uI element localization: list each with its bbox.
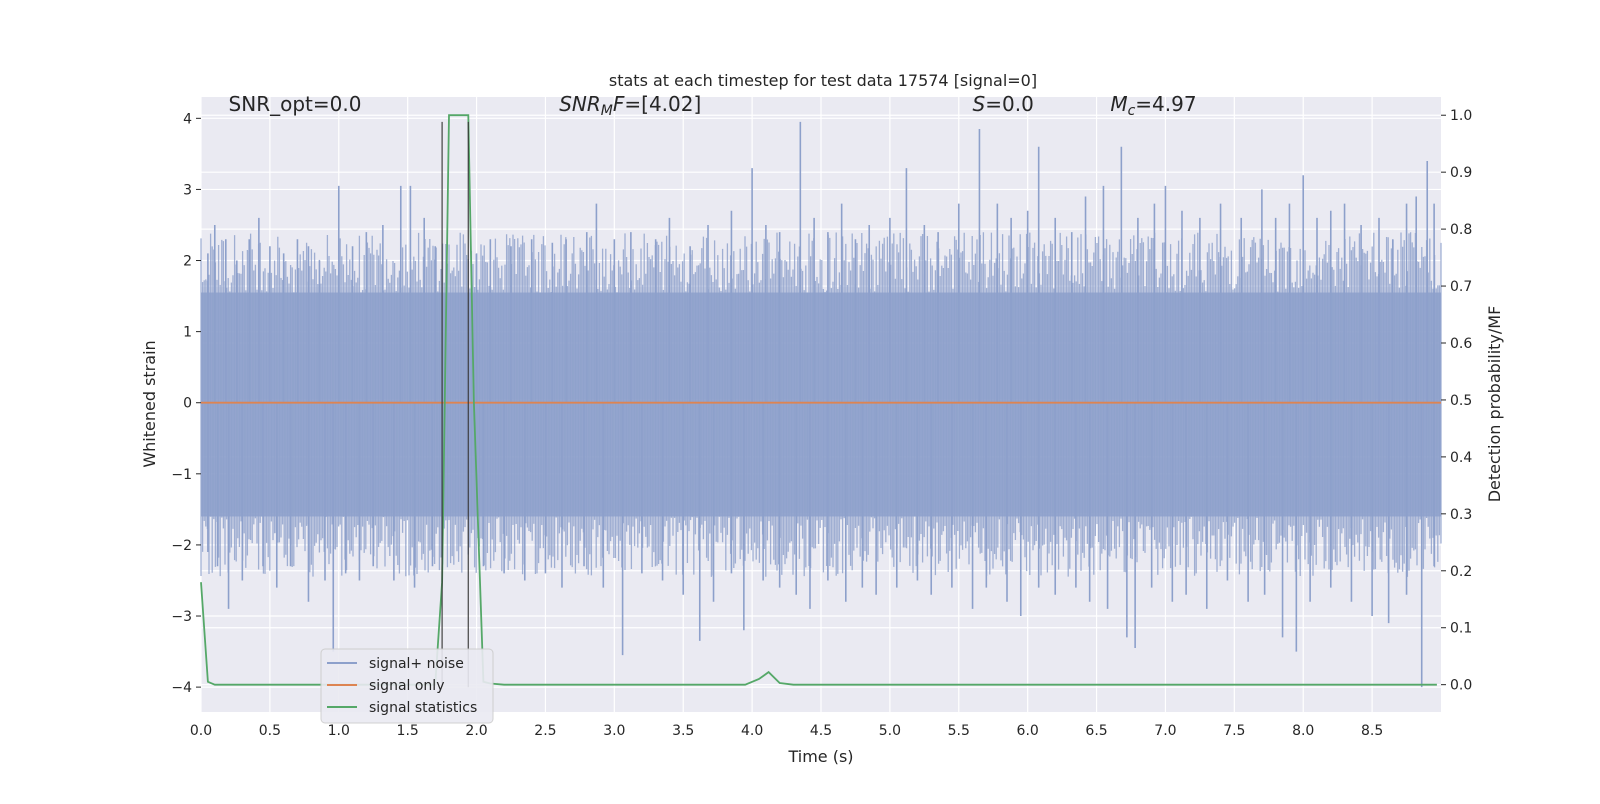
y-tick-label: 0 — [183, 396, 192, 412]
y2-axis-label: Detection probability/MF — [1485, 306, 1504, 503]
y-axis-label: Whitened strain — [140, 340, 159, 467]
annotation-snr-mf: SNRMF=[4.02] — [559, 92, 701, 119]
series-layer — [200, 114, 1442, 688]
y2-tick-label: 0.0 — [1450, 678, 1472, 694]
y-tick-label: −2 — [171, 538, 192, 554]
y-tick-label: 2 — [183, 254, 192, 270]
legend-label: signal only — [369, 678, 444, 694]
y2-tick-label: 1.0 — [1450, 108, 1472, 124]
x-tick-label: 6.5 — [1085, 723, 1107, 739]
x-tick-label: 6.0 — [1017, 723, 1039, 739]
y-tick-label: −3 — [171, 609, 192, 625]
legend-box — [320, 648, 494, 724]
annotations: SNR_opt=0.0 SNRMF=[4.02] S=0.0 Mc=4.97 — [229, 92, 1197, 119]
y2-tick-label: 0.9 — [1450, 165, 1472, 181]
x-tick-label: 3.0 — [603, 723, 625, 739]
legend: signal+ noise signal only signal statistic… — [320, 648, 494, 724]
y-axis-ticks: −4 −3 −2 −1 0 1 2 3 4 — [171, 111, 201, 696]
x-tick-label: 2.0 — [465, 723, 487, 739]
legend-label: signal statistics — [369, 700, 477, 716]
annotation-snr-opt: SNR_opt=0.0 — [229, 92, 362, 116]
y2-axis-ticks: 0.0 0.1 0.2 0.3 0.4 0.5 0.6 0.7 0.8 0.9 1.0 — [1441, 108, 1472, 694]
series-signal-statistics — [200, 114, 1437, 686]
vertical-markers — [441, 121, 469, 688]
x-tick-label: 0.0 — [190, 723, 212, 739]
x-tick-label: 5.0 — [879, 723, 901, 739]
x-tick-label: 4.5 — [810, 723, 832, 739]
x-axis-ticks: 0.0 0.5 1.0 1.5 2.0 2.5 3.0 3.5 4.0 4.5 5.0 5.5 6.0 6… — [190, 723, 1383, 739]
y2-tick-label: 0.5 — [1450, 393, 1472, 409]
y-tick-label: 3 — [183, 182, 192, 198]
y2-tick-label: 0.7 — [1450, 279, 1472, 295]
annotation-s-value: S=0.0 — [973, 92, 1034, 116]
annotation-mc-value: Mc=4.97 — [1110, 92, 1196, 119]
x-tick-label: 7.0 — [1154, 723, 1176, 739]
x-tick-label: 1.5 — [397, 723, 419, 739]
series-signal-noise — [200, 121, 1442, 688]
y-tick-label: −4 — [171, 680, 192, 696]
x-tick-label: 2.5 — [534, 723, 556, 739]
y2-tick-label: 0.2 — [1450, 564, 1472, 580]
x-tick-label: 4.0 — [741, 723, 763, 739]
x-tick-label: 8.0 — [1292, 723, 1314, 739]
x-axis-label: Time (s) — [787, 747, 853, 766]
y2-tick-label: 0.6 — [1450, 336, 1472, 352]
y-tick-label: −1 — [171, 467, 192, 483]
y2-tick-label: 0.3 — [1450, 507, 1472, 523]
x-tick-label: 5.5 — [948, 723, 970, 739]
x-tick-label: 8.5 — [1361, 723, 1383, 739]
y-tick-label: 1 — [183, 325, 192, 341]
x-tick-label: 7.5 — [1223, 723, 1245, 739]
y-tick-label: 4 — [183, 111, 192, 127]
x-tick-label: 3.5 — [672, 723, 694, 739]
x-tick-label: 0.5 — [259, 723, 281, 739]
y2-tick-label: 0.1 — [1450, 621, 1472, 637]
legend-label: signal+ noise — [369, 656, 464, 672]
chart-title: stats at each timestep for test data 175… — [609, 71, 1037, 90]
y2-tick-label: 0.8 — [1450, 222, 1472, 238]
x-tick-label: 1.0 — [328, 723, 350, 739]
y2-tick-label: 0.4 — [1450, 450, 1472, 466]
